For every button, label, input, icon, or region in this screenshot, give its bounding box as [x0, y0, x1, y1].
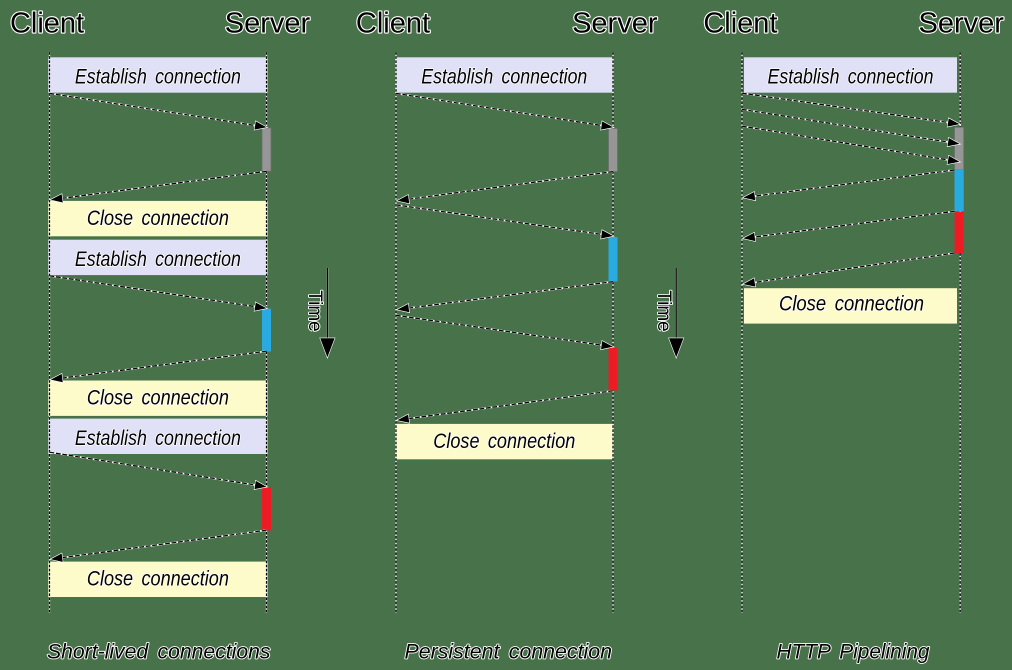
svg-text:Persistent connection: Persistent connection — [405, 640, 613, 664]
svg-text:Establish connection: Establish connection — [768, 65, 934, 89]
svg-text:Close connection: Close connection — [87, 386, 229, 410]
svg-text:Close connection: Close connection — [433, 429, 575, 453]
svg-text:Close connection: Close connection — [779, 292, 924, 316]
svg-text:Establish connection: Establish connection — [75, 65, 241, 89]
svg-text:Short-lived connections: Short-lived connections — [47, 640, 271, 664]
svg-text:Time: Time — [653, 290, 675, 332]
svg-text:Establish connection: Establish connection — [421, 65, 587, 89]
svg-text:Time: Time — [304, 290, 326, 332]
svg-text:HTTP Pipelining: HTTP Pipelining — [777, 640, 930, 664]
svg-text:Close connection: Close connection — [87, 567, 229, 591]
svg-text:Server: Server — [572, 8, 658, 40]
svg-text:Establish connection: Establish connection — [75, 426, 241, 450]
svg-text:Client: Client — [356, 8, 430, 40]
svg-text:Server: Server — [225, 8, 311, 40]
svg-text:Establish connection: Establish connection — [75, 247, 241, 271]
svg-text:Client: Client — [703, 8, 777, 40]
svg-text:Client: Client — [10, 8, 84, 40]
svg-text:Close connection: Close connection — [87, 206, 229, 230]
svg-text:Server: Server — [919, 8, 1005, 40]
